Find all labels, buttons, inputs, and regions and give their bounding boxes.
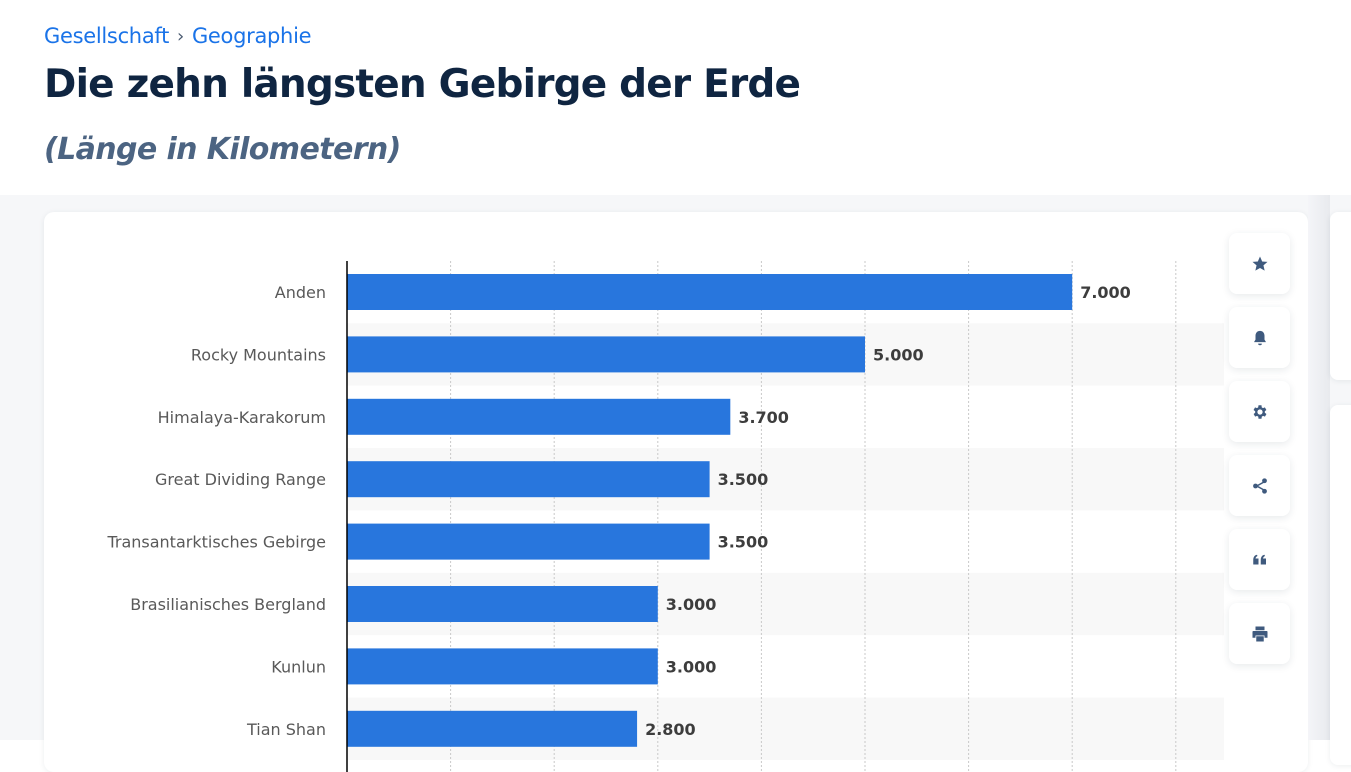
bar-chart: Anden Rocky Mountains Himalaya-Karakorum Gr… <box>106 261 1224 772</box>
bell-icon <box>1253 330 1266 345</box>
value-label: 3.700 <box>738 408 789 427</box>
bar <box>347 274 1073 310</box>
value-label: 5.000 <box>873 345 924 364</box>
breadcrumb-item-gesellschaft[interactable]: Gesellschaft <box>44 24 170 48</box>
share-button[interactable] <box>1229 455 1290 516</box>
notification-button[interactable] <box>1229 307 1290 368</box>
value-label: 3.000 <box>666 657 717 676</box>
settings-button[interactable] <box>1229 381 1290 442</box>
value-labels: 7.000 5.000 3.700 3.500 3.500 3.000 3.000 2.800 <box>645 283 1131 739</box>
category-label: Himalaya-Karakorum <box>158 408 326 427</box>
bar <box>347 648 658 685</box>
breadcrumb: Gesellschaft › Geographie <box>44 20 312 52</box>
value-label: 2.800 <box>645 720 696 739</box>
star-icon <box>1252 256 1267 271</box>
breadcrumb-separator: › <box>177 25 184 47</box>
printer-icon <box>1252 626 1267 641</box>
value-label: 3.000 <box>666 595 717 614</box>
bar <box>347 398 731 435</box>
category-label: Transantarktisches Gebirge <box>106 533 326 552</box>
favorite-button[interactable] <box>1229 233 1290 294</box>
bar <box>347 523 710 560</box>
bar <box>347 586 658 622</box>
share-icon <box>1252 477 1267 494</box>
bar <box>347 336 865 373</box>
page-subtitle: (Länge in Kilometern) <box>44 132 401 167</box>
value-label: 7.000 <box>1080 283 1131 302</box>
bars <box>347 274 1073 747</box>
chart-card: Anden Rocky Mountains Himalaya-Karakorum Gr… <box>44 212 1308 772</box>
category-label: Great Dividing Range <box>155 470 326 489</box>
print-button[interactable] <box>1229 603 1290 664</box>
chart-toolbar <box>1229 233 1291 664</box>
side-divider <box>1308 195 1330 740</box>
quote-icon <box>1252 554 1266 564</box>
page-title: Die zehn längsten Gebirge der Erde <box>44 62 801 107</box>
side-panel-bottom <box>1330 405 1351 765</box>
side-panel-top <box>1330 212 1351 380</box>
category-label: Kunlun <box>271 657 326 676</box>
category-label: Brasilianisches Bergland <box>130 595 326 614</box>
value-label: 3.500 <box>718 470 769 489</box>
cite-button[interactable] <box>1229 529 1290 590</box>
value-label: 3.500 <box>718 533 769 552</box>
category-labels: Anden Rocky Mountains Himalaya-Karakorum Gr… <box>106 283 326 739</box>
category-label: Tian Shan <box>246 720 326 739</box>
gear-icon <box>1253 404 1266 419</box>
bar <box>347 461 710 498</box>
bar <box>347 710 638 747</box>
breadcrumb-item-geographie[interactable]: Geographie <box>191 24 312 48</box>
category-label: Rocky Mountains <box>191 345 326 364</box>
category-label: Anden <box>275 283 326 302</box>
